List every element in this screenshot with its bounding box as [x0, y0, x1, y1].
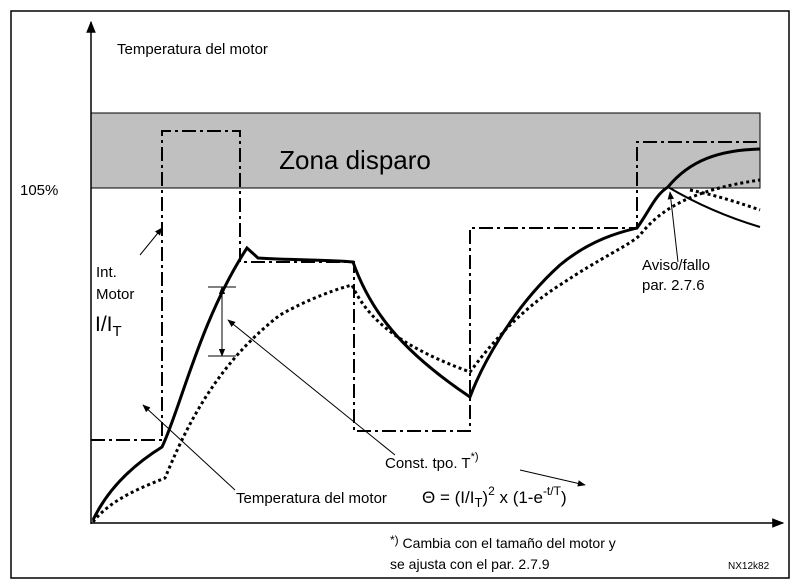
time-constant-arrow: [227, 319, 396, 456]
current-label: Motor: [96, 286, 134, 303]
current-ratio: I/IT: [95, 313, 122, 340]
temperature-curve-branch: [667, 186, 761, 228]
f: Θ = (I/I: [422, 488, 474, 507]
trip-zone-label: Zona disparo: [279, 145, 431, 175]
formula: Θ = (I/IT)2 x (1-e-t/T): [422, 484, 567, 510]
warning-arrow: [667, 191, 679, 263]
y-axis-label: Temperatura del motor: [117, 41, 268, 58]
fn-mark: *): [390, 533, 399, 547]
warning-label: par. 2.7.6: [642, 277, 705, 294]
f: ): [561, 488, 567, 507]
f: -t/T: [543, 484, 562, 498]
temperature-arrow: [142, 404, 236, 491]
f: T: [474, 495, 482, 510]
warning-label: Aviso/fallo: [642, 257, 710, 274]
tc-sup: *): [471, 451, 479, 463]
temperature-curve-slow-branch: [689, 188, 761, 212]
footnote: se ajusta con el par. 2.7.9: [390, 556, 550, 572]
time-arrow: [519, 469, 586, 487]
ratio-text: I/I: [95, 313, 113, 336]
current-curve: [91, 130, 760, 441]
fn-text: Cambia con el tamaño del motor y: [399, 535, 616, 551]
temperature-label: Temperatura del motor: [236, 490, 387, 507]
figure-code: NX12k82: [728, 561, 770, 572]
ratio-sub: T: [113, 323, 122, 340]
footnote: *) Cambia con el tamaño del motor y: [390, 533, 616, 551]
trip-zone: [90, 112, 761, 189]
current-arrow: [139, 227, 163, 256]
tc-text: Const. tpo. T: [385, 455, 471, 472]
time-constant-label: Const. tpo. T*): [385, 451, 479, 472]
f: 2: [488, 484, 495, 498]
current-label: Int.: [96, 264, 117, 281]
frame: [10, 10, 790, 579]
temperature-curve: [91, 147, 761, 521]
trip-level-label: 105%: [20, 182, 58, 199]
f: x (1-e: [495, 488, 543, 507]
temperature-curve-slow: [91, 178, 761, 523]
f: ): [482, 488, 488, 507]
